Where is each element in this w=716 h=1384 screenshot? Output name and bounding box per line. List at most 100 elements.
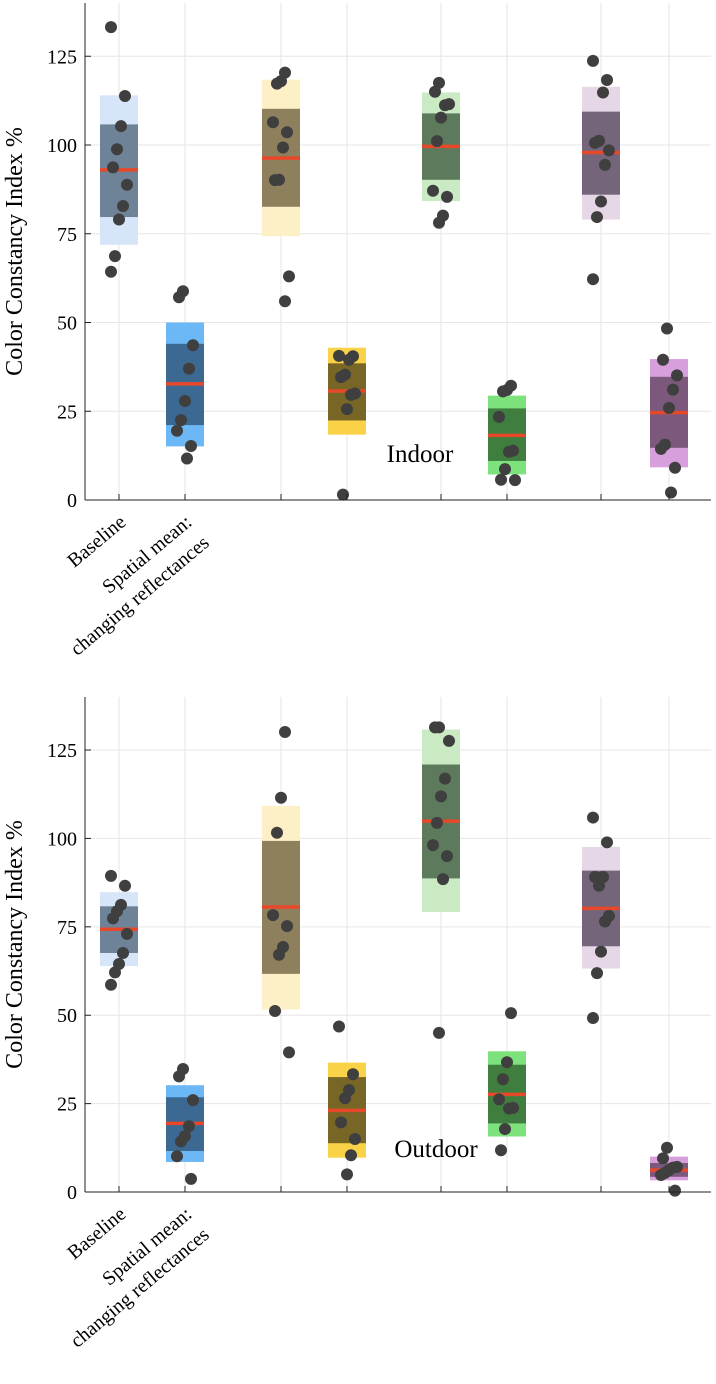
data-point xyxy=(657,1152,669,1165)
data-point xyxy=(497,385,509,398)
y-axis-label: Color Constancy Index % xyxy=(2,820,28,1069)
y-tick-label: 75 xyxy=(57,917,77,939)
data-point xyxy=(669,461,681,474)
data-point xyxy=(119,879,131,892)
data-point xyxy=(601,836,613,849)
data-point xyxy=(433,1026,445,1039)
data-point xyxy=(183,362,195,375)
data-point xyxy=(349,1132,361,1145)
data-point xyxy=(267,116,279,129)
y-tick-label: 50 xyxy=(57,1005,77,1027)
y-tick-label: 0 xyxy=(67,1182,77,1204)
y-axis-label: Color Constancy Index % xyxy=(2,127,28,376)
data-point xyxy=(587,54,599,67)
data-point xyxy=(267,909,279,922)
data-point xyxy=(657,353,669,366)
data-point xyxy=(431,816,443,829)
data-point xyxy=(117,946,129,959)
data-point xyxy=(595,945,607,958)
data-point xyxy=(345,1149,357,1162)
data-point xyxy=(117,200,129,213)
y-tick-label: 100 xyxy=(47,828,77,850)
data-point xyxy=(105,978,117,991)
data-point xyxy=(339,1092,351,1105)
data-point xyxy=(499,1123,511,1136)
data-point xyxy=(431,135,443,148)
data-point xyxy=(601,74,613,87)
data-point xyxy=(587,273,599,286)
y-tick-label: 50 xyxy=(57,313,77,335)
data-point xyxy=(341,1168,353,1181)
data-point xyxy=(503,445,515,458)
y-tick-label: 75 xyxy=(57,224,77,246)
data-point xyxy=(179,394,191,407)
data-point xyxy=(435,111,447,124)
data-point xyxy=(495,1144,507,1157)
data-point xyxy=(591,967,603,980)
data-point xyxy=(275,791,287,804)
data-point xyxy=(187,339,199,352)
data-point xyxy=(335,1116,347,1129)
data-point xyxy=(183,1120,195,1133)
data-point xyxy=(283,270,295,283)
data-point xyxy=(281,920,293,933)
data-point xyxy=(669,1184,681,1197)
data-point xyxy=(499,463,511,476)
y-tick-label: 125 xyxy=(47,740,77,762)
data-point xyxy=(493,410,505,423)
data-point xyxy=(429,85,441,98)
data-point xyxy=(427,184,439,197)
data-point xyxy=(187,1094,199,1107)
data-point xyxy=(509,474,521,487)
data-point xyxy=(661,322,673,335)
data-point xyxy=(591,211,603,224)
data-point xyxy=(109,250,121,263)
data-point xyxy=(107,912,119,925)
data-point xyxy=(587,1012,599,1025)
data-point xyxy=(277,141,289,154)
data-point xyxy=(663,402,675,415)
data-point xyxy=(171,1150,183,1163)
data-point xyxy=(119,90,131,103)
data-point xyxy=(185,440,197,453)
data-point xyxy=(335,371,347,384)
data-point xyxy=(341,403,353,416)
data-point xyxy=(603,144,615,157)
data-point xyxy=(433,216,445,229)
data-point xyxy=(109,966,121,979)
data-point xyxy=(185,1172,197,1185)
data-point xyxy=(121,927,133,940)
category-label-spatial-mean: Spatial mean:changing reflectances xyxy=(49,511,214,660)
data-point xyxy=(427,839,439,852)
data-point xyxy=(595,195,607,208)
data-point xyxy=(589,870,601,883)
data-point xyxy=(107,161,119,174)
data-point xyxy=(113,213,125,226)
data-point xyxy=(279,295,291,308)
data-point xyxy=(111,143,123,156)
data-point xyxy=(333,349,345,362)
data-point xyxy=(503,1102,515,1115)
data-point xyxy=(671,369,683,382)
data-point xyxy=(655,442,667,455)
data-point xyxy=(271,826,283,839)
data-point xyxy=(283,1046,295,1059)
data-point xyxy=(429,721,441,734)
y-tick-label: 25 xyxy=(57,1094,77,1116)
y-tick-label: 25 xyxy=(57,401,77,423)
data-point xyxy=(501,1056,513,1069)
data-point xyxy=(505,1007,517,1020)
data-point xyxy=(589,136,601,149)
outdoor-panel: 0 25 50 75 100 125 Color Constancy Index % Outd… xyxy=(2,697,711,1352)
data-point xyxy=(661,1141,673,1154)
data-point xyxy=(495,473,507,486)
data-point xyxy=(269,1004,281,1017)
data-point xyxy=(441,850,453,863)
data-point xyxy=(271,77,283,90)
category-label-spatial-mean: Spatial mean:changing reflectances xyxy=(49,1203,214,1352)
panel-annotation: Indoor xyxy=(387,441,454,468)
data-point xyxy=(347,1068,359,1081)
data-point xyxy=(171,424,183,437)
data-point xyxy=(345,388,357,401)
